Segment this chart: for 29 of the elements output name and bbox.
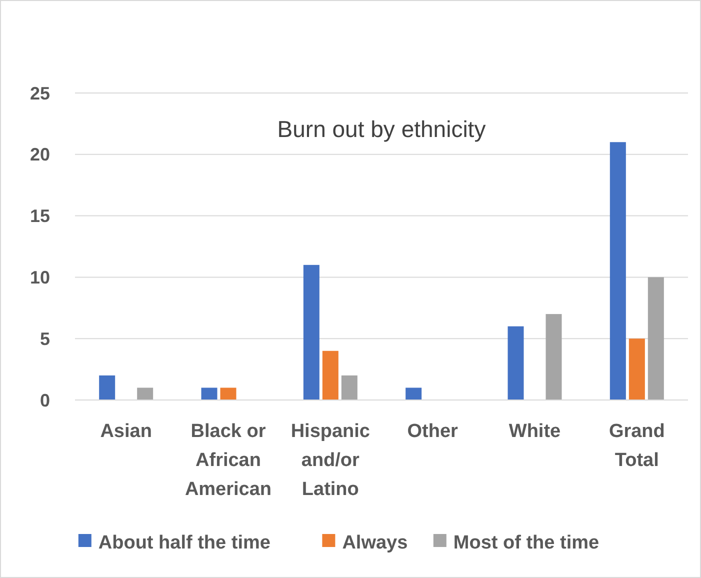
y-tick-label: 20 (30, 144, 50, 165)
bar (406, 388, 422, 400)
y-tick-label: 10 (30, 268, 50, 288)
y-tick-label: 5 (40, 328, 50, 349)
bar (610, 142, 626, 400)
bar (508, 326, 524, 400)
x-tick-label: Asian (100, 421, 152, 442)
bar (303, 264, 320, 400)
bar (546, 314, 562, 400)
x-tick-label: Black or African American (184, 421, 272, 500)
x-tick-label: Other (407, 421, 459, 442)
bar (341, 375, 358, 400)
legend-label: About half the time (98, 532, 270, 554)
x-tick-label: Grand Total (608, 421, 665, 471)
y-tick-label: 0 (40, 390, 50, 410)
legend-label: Most of the time (453, 532, 600, 554)
y-tick-label: 25 (30, 83, 50, 104)
bar (220, 388, 236, 400)
text: Burn out by ethnicity (277, 116, 486, 142)
bar (99, 375, 116, 400)
x-tick-label: White (508, 421, 561, 442)
bar (201, 388, 218, 400)
bar (628, 338, 645, 400)
legend-label: Always (342, 532, 408, 554)
x-tick-label: Hispanic and/or Latino (290, 421, 370, 500)
bar (137, 388, 154, 400)
bar (322, 350, 338, 400)
y-tick-label: 15 (30, 206, 50, 226)
bar (648, 277, 664, 400)
